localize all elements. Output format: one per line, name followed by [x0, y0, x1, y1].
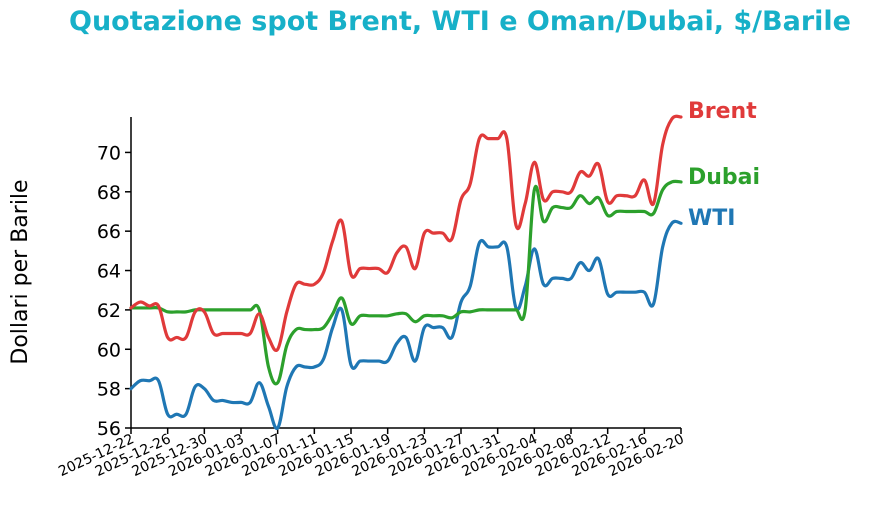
x-axis: 2025-12-222025-12-262025-12-302026-01-03… — [56, 427, 687, 480]
y-tick-label: 62 — [97, 300, 121, 322]
y-tick-label: 66 — [97, 221, 121, 243]
y-tick-label: 64 — [97, 261, 121, 283]
series-line-brent — [129, 114, 683, 352]
series-line-wti — [129, 219, 683, 431]
legend: Brent Dubai WTI — [688, 99, 760, 231]
y-axis-label: Dollari per Barile — [8, 179, 33, 364]
y-tick-label: 56 — [97, 418, 121, 440]
legend-label-wti: WTI — [688, 206, 735, 231]
y-axis: 56 58 60 62 64 66 68 70 — [97, 117, 132, 440]
chart-title: Quotazione spot Brent, WTI e Oman/Dubai,… — [69, 6, 851, 37]
series-line-dubai — [129, 179, 683, 386]
y-tick-label: 58 — [97, 379, 121, 401]
legend-label-dubai: Dubai — [688, 165, 760, 190]
legend-label-brent: Brent — [688, 99, 757, 124]
series-lines — [129, 114, 683, 431]
y-tick-label: 70 — [97, 142, 121, 164]
y-tick-label: 60 — [97, 339, 121, 361]
y-tick-label: 68 — [97, 182, 121, 204]
